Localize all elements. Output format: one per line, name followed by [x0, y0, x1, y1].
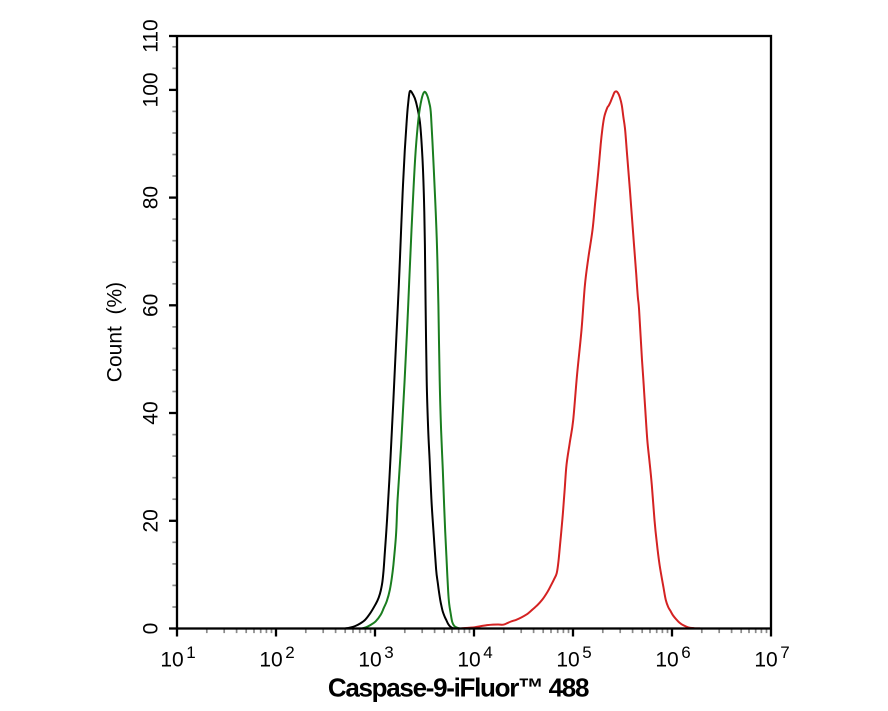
svg-text:1: 1 — [186, 643, 195, 662]
svg-text:10: 10 — [259, 649, 282, 672]
svg-text:2: 2 — [285, 643, 294, 662]
svg-text:Caspase-9-iFluor™ 488: Caspase-9-iFluor™ 488 — [328, 673, 589, 703]
svg-text:10: 10 — [556, 649, 579, 672]
svg-text:10: 10 — [160, 649, 183, 672]
svg-text:10: 10 — [457, 649, 480, 672]
svg-text:10: 10 — [754, 649, 777, 672]
svg-text:Count (%): Count (%) — [103, 282, 126, 382]
svg-text:110: 110 — [140, 19, 163, 52]
svg-text:10: 10 — [358, 649, 381, 672]
svg-text:7: 7 — [780, 643, 789, 662]
svg-text:20: 20 — [140, 509, 163, 532]
svg-text:40: 40 — [140, 401, 163, 424]
svg-text:10: 10 — [655, 649, 678, 672]
svg-text:60: 60 — [140, 294, 163, 317]
svg-text:0: 0 — [140, 623, 163, 635]
svg-text:3: 3 — [384, 643, 393, 662]
svg-text:4: 4 — [483, 643, 492, 662]
svg-text:100: 100 — [140, 72, 163, 107]
svg-text:6: 6 — [681, 643, 690, 662]
svg-text:80: 80 — [140, 186, 163, 209]
svg-text:5: 5 — [582, 643, 591, 662]
